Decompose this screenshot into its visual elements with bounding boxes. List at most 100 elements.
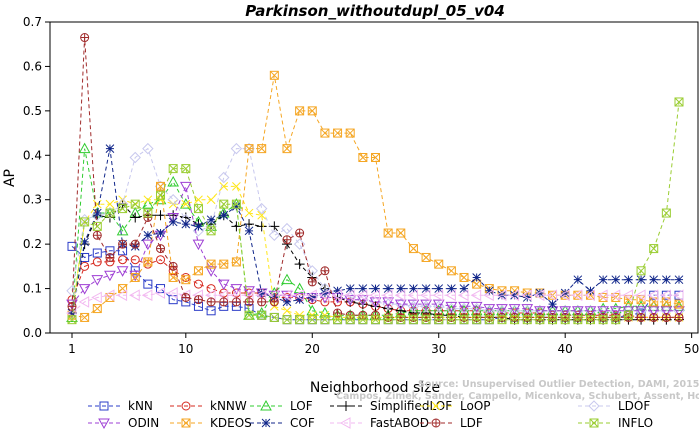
point-kdeos-26 bbox=[383, 228, 393, 238]
point-fastabod-31 bbox=[445, 289, 456, 302]
point-odin-37 bbox=[521, 304, 534, 315]
legend-marker-loop bbox=[431, 401, 441, 411]
point-loop-18 bbox=[282, 306, 292, 316]
point-kdeos-11 bbox=[193, 266, 203, 276]
series-inflo bbox=[67, 97, 684, 325]
series-line-ldf bbox=[71, 37, 679, 318]
x-tick-label-5: 50 bbox=[684, 342, 699, 356]
point-ldof-7 bbox=[142, 142, 154, 155]
point-odin-46 bbox=[635, 306, 647, 317]
point-ldf-21 bbox=[320, 266, 330, 276]
point-fastabod-37 bbox=[521, 289, 532, 302]
point-kdeos-15 bbox=[244, 144, 254, 154]
point-kdeos-7 bbox=[143, 257, 153, 267]
point-cof-4 bbox=[105, 144, 115, 153]
point-lof-20 bbox=[306, 304, 319, 316]
point-kdeos-18 bbox=[282, 144, 292, 154]
point-ldof-6 bbox=[129, 151, 141, 164]
legend-label-loop: LoOP bbox=[460, 399, 491, 413]
point-inflo-48 bbox=[661, 208, 671, 218]
point-odin-31 bbox=[445, 301, 458, 313]
point-kdeos-13 bbox=[219, 259, 229, 269]
point-cof-23 bbox=[345, 284, 355, 293]
point-fastabod-4 bbox=[103, 289, 115, 302]
point-ldf-2 bbox=[80, 33, 90, 43]
point-inflo-39 bbox=[548, 315, 558, 325]
point-fastabod-26 bbox=[382, 289, 393, 302]
point-cof-43 bbox=[598, 275, 608, 285]
point-fastabod-21 bbox=[318, 289, 330, 302]
point-ldf-19 bbox=[295, 228, 305, 238]
point-ldf-8 bbox=[156, 244, 166, 254]
point-kdeos-22 bbox=[333, 128, 343, 138]
point-ldof-28 bbox=[407, 300, 420, 313]
point-ldf-47 bbox=[649, 312, 659, 322]
legend-label-knnw: kNNW bbox=[210, 399, 247, 413]
point-fastabod-22 bbox=[331, 289, 343, 302]
point-kdeos-20 bbox=[307, 106, 317, 116]
legend-label-ldf: LDF bbox=[460, 416, 483, 430]
point-fastabod-36 bbox=[508, 289, 520, 302]
legend-label-inflo: INFLO bbox=[618, 416, 653, 430]
point-fastabod-3 bbox=[91, 291, 102, 304]
point-fastabod-49 bbox=[672, 289, 684, 302]
point-kdeos-2 bbox=[80, 312, 90, 322]
point-odin-40 bbox=[559, 306, 572, 317]
series-kdeos bbox=[67, 70, 684, 322]
point-fastabod-29 bbox=[420, 289, 431, 302]
legend: kNN kNNW LOF SimplifiedLOF LoOP LDOF ODIN KDEOS… bbox=[88, 399, 653, 430]
point-odin-12 bbox=[205, 266, 217, 277]
point-ldf-6 bbox=[130, 239, 140, 249]
point-knnw-6 bbox=[130, 255, 140, 265]
point-fastabod-5 bbox=[116, 289, 128, 302]
point-odin-32 bbox=[458, 301, 470, 313]
point-simplifiedlof-16 bbox=[256, 221, 267, 232]
legend-label-knn: kNN bbox=[128, 399, 153, 413]
legend-label-fastabod: FastABOD bbox=[370, 416, 429, 430]
point-knnw-8 bbox=[156, 255, 166, 265]
point-fastabod-7 bbox=[141, 289, 153, 302]
point-loop-16 bbox=[257, 210, 267, 220]
chart-title: Parkinson_withoutdupl_05_v04 bbox=[245, 2, 505, 20]
point-inflo-2 bbox=[80, 217, 90, 227]
y-tick-label-6: 0.6 bbox=[23, 59, 42, 73]
point-cof-29 bbox=[421, 284, 431, 293]
point-kdeos-3 bbox=[92, 304, 102, 314]
legend-label-simplifiedlof: SimplifiedLOF bbox=[370, 399, 452, 413]
point-ldf-15 bbox=[244, 297, 254, 307]
legend-marker-simplifiedlof bbox=[341, 401, 351, 411]
point-fastabod-35 bbox=[495, 289, 507, 302]
point-simplifiedlof-6 bbox=[130, 212, 141, 223]
y-tick-label-0: 0.0 bbox=[23, 326, 42, 340]
point-inflo-36 bbox=[510, 315, 520, 325]
point-inflo-29 bbox=[421, 315, 431, 325]
point-inflo-21 bbox=[320, 315, 330, 325]
point-odin-44 bbox=[609, 306, 622, 317]
point-fastabod-24 bbox=[356, 289, 368, 302]
point-inflo-45 bbox=[623, 310, 633, 320]
point-odin-4 bbox=[104, 270, 116, 282]
y-tick-label-5: 0.5 bbox=[23, 104, 42, 118]
y-tick-label-1: 0.1 bbox=[23, 282, 42, 296]
point-ldf-12 bbox=[206, 297, 216, 307]
point-inflo-14 bbox=[231, 199, 241, 209]
point-ldf-48 bbox=[661, 312, 671, 322]
legend-item-ldof: LDOF bbox=[578, 399, 650, 413]
point-loop-3 bbox=[92, 199, 102, 209]
point-ldof-16 bbox=[255, 202, 268, 215]
point-lof-2 bbox=[78, 142, 91, 154]
legend-item-knnw: kNNW bbox=[170, 399, 247, 413]
point-odin-27 bbox=[394, 299, 407, 311]
point-kdeos-27 bbox=[396, 228, 406, 238]
point-cof-31 bbox=[447, 284, 456, 293]
point-knn-7 bbox=[143, 279, 153, 289]
y-axis-title: AP bbox=[2, 169, 18, 187]
x-tick-label-2: 20 bbox=[305, 342, 320, 356]
point-inflo-15 bbox=[244, 310, 254, 320]
point-ldf-14 bbox=[231, 297, 241, 307]
point-ldof-14 bbox=[230, 142, 243, 155]
x-tick-label-0: 1 bbox=[68, 342, 76, 356]
legend-marker-cof bbox=[261, 418, 271, 428]
point-ldf-9 bbox=[168, 261, 178, 271]
point-loop-13 bbox=[219, 182, 229, 191]
